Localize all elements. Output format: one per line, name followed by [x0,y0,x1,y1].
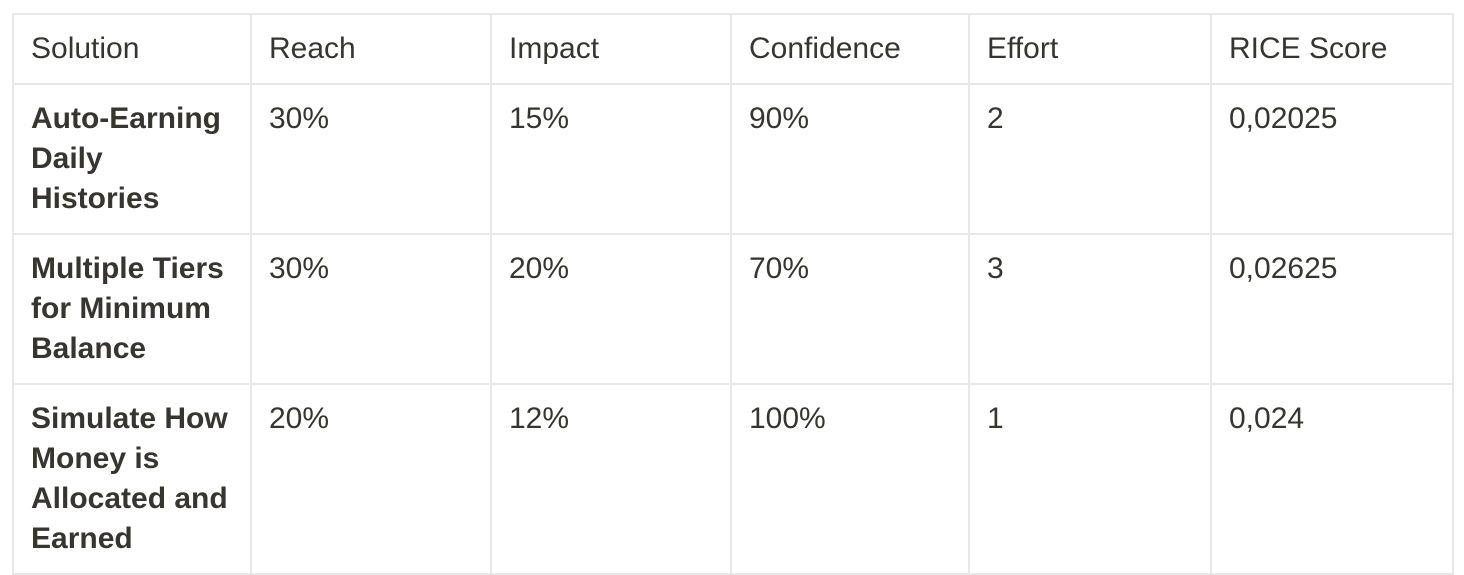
cell-impact: 15% [490,83,732,235]
table-row: Auto-Earning Daily Histories 30% 15% 90%… [12,83,1454,235]
column-header-confidence: Confidence [730,13,970,85]
column-header-effort: Effort [968,13,1212,85]
table-row: Simulate How Money is Allocated and Earn… [12,383,1454,575]
cell-solution: Simulate How Money is Allocated and Earn… [12,383,252,575]
cell-solution: Multiple Tiers for Minimum Balance [12,233,252,385]
cell-confidence: 90% [730,83,970,235]
cell-solution: Auto-Earning Daily Histories [12,83,252,235]
cell-impact: 20% [490,233,732,385]
cell-confidence: 100% [730,383,970,575]
cell-effort: 2 [968,83,1212,235]
column-header-impact: Impact [490,13,732,85]
rice-score-table: Solution Reach Impact Confidence Effort … [12,13,1454,575]
cell-reach: 20% [250,383,492,575]
cell-effort: 3 [968,233,1212,385]
cell-reach: 30% [250,83,492,235]
cell-rice-score: 0,024 [1210,383,1454,575]
cell-rice-score: 0,02025 [1210,83,1454,235]
column-header-reach: Reach [250,13,492,85]
rice-table-container: Solution Reach Impact Confidence Effort … [12,13,1454,575]
table-row: Multiple Tiers for Minimum Balance 30% 2… [12,233,1454,385]
cell-rice-score: 0,02625 [1210,233,1454,385]
cell-confidence: 70% [730,233,970,385]
cell-reach: 30% [250,233,492,385]
table-header-row: Solution Reach Impact Confidence Effort … [12,13,1454,85]
column-header-rice-score: RICE Score [1210,13,1454,85]
column-header-solution: Solution [12,13,252,85]
